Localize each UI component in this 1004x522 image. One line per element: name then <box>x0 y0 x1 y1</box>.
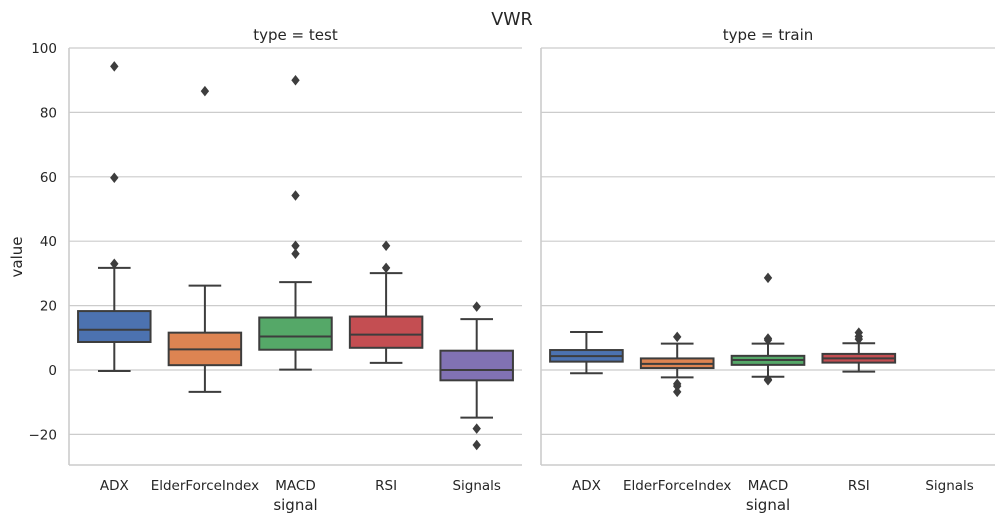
outlier-point <box>110 258 119 269</box>
outlier-point <box>381 240 391 251</box>
box-ElderForceIndex <box>167 85 243 393</box>
x-tick-label: Signals <box>452 478 501 494</box>
box-ElderForceIndex <box>639 331 715 398</box>
outlier-point <box>472 301 481 312</box>
box-ADX <box>549 331 624 375</box>
outlier-point <box>763 375 773 386</box>
x-axis-label: signal <box>273 496 317 514</box>
y-tick-label: −20 <box>29 427 58 443</box>
y-tick-label: 20 <box>40 299 57 315</box>
y-tick-label: 40 <box>40 234 57 250</box>
panel-title: type = train <box>723 26 814 44</box>
outlier-point <box>472 439 481 451</box>
chart-title: VWR <box>491 10 532 30</box>
outlier-point <box>854 327 863 338</box>
outlier-point <box>472 423 481 434</box>
x-tick-label: MACD <box>275 478 315 494</box>
x-tick-label: RSI <box>848 478 870 494</box>
x-axis-label: signal <box>746 496 790 514</box>
box-iqr <box>348 315 424 349</box>
x-tick-label: ADX <box>572 478 601 494</box>
box-ADX <box>77 61 152 372</box>
x-tick-label: ElderForceIndex <box>151 478 259 494</box>
box-RSI <box>821 327 897 373</box>
box-iqr <box>77 310 152 343</box>
panel-1: −20 0 20 40 60 80 100 type = test ADX ElderForceI… <box>29 26 522 514</box>
panel-2: type = train ADX ElderForceIndex MACD RSI Sig… <box>540 26 995 514</box>
box-Signals <box>439 301 514 451</box>
y-tick-label: 60 <box>40 170 57 186</box>
x-tick-label: ADX <box>100 478 129 494</box>
outlier-point <box>673 380 682 392</box>
outlier-point <box>381 262 391 274</box>
outlier-point <box>200 85 210 97</box>
y-axis-label: value <box>8 237 26 278</box>
outlier-point <box>291 248 300 260</box>
outlier-point <box>110 172 119 184</box>
outlier-point <box>291 190 300 201</box>
y-tick-label: 0 <box>48 363 57 379</box>
box-MACD <box>258 74 333 371</box>
box-iqr <box>439 349 514 382</box>
outlier-point <box>673 331 682 343</box>
box-RSI <box>348 240 424 364</box>
x-tick-label: ElderForceIndex <box>623 478 731 494</box>
y-tick-label: 100 <box>31 41 57 57</box>
outlier-point <box>291 74 300 86</box>
box-iqr <box>258 316 333 351</box>
outlier-point <box>673 386 682 398</box>
x-tick-label: RSI <box>375 478 397 494</box>
panel-title: type = test <box>253 26 338 44</box>
y-tick-label: 80 <box>40 105 57 121</box>
box-MACD <box>730 272 806 386</box>
outlier-point <box>763 333 773 344</box>
x-tick-label: MACD <box>748 478 788 494</box>
outlier-point <box>291 240 300 251</box>
outlier-point <box>110 61 119 72</box>
outlier-point <box>763 272 773 284</box>
x-tick-label: Signals <box>925 478 974 494</box>
